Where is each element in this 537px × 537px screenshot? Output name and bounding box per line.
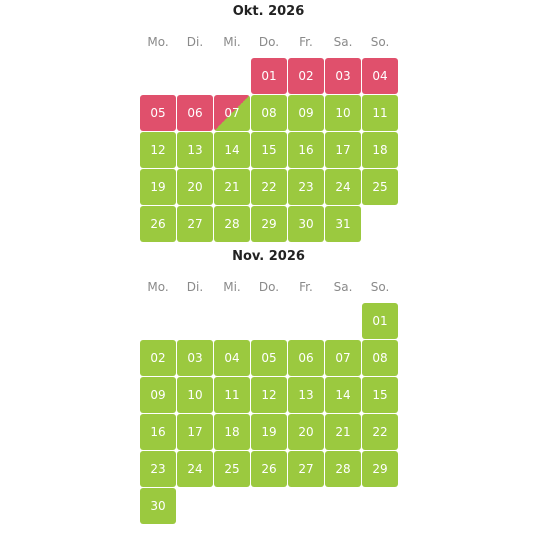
calendar-day-free[interactable]: 14 — [325, 377, 361, 413]
weekday-header: Fr. — [299, 280, 313, 294]
calendar-day-free[interactable]: 18 — [362, 132, 398, 168]
calendar-day-free[interactable]: 10 — [325, 95, 361, 131]
calendar-day-free[interactable]: 08 — [362, 340, 398, 376]
calendar-day-free[interactable]: 20 — [177, 169, 213, 205]
weekday-header: Mo. — [147, 35, 169, 49]
calendar-day-free[interactable]: 06 — [288, 340, 324, 376]
weekday-header: So. — [370, 280, 390, 294]
weekday-header: Mi. — [223, 280, 241, 294]
weekday-header: Do. — [258, 35, 280, 49]
calendar-day-free[interactable]: 27 — [288, 451, 324, 487]
calendar-day-free[interactable]: 14 — [214, 132, 250, 168]
calendar-day-free[interactable]: 20 — [288, 414, 324, 450]
weekday-header: Sa. — [333, 35, 353, 49]
calendar-day-free[interactable]: 28 — [214, 206, 250, 242]
calendar-day-free[interactable]: 28 — [325, 451, 361, 487]
calendar-day-free[interactable]: 25 — [214, 451, 250, 487]
calendar-day-free[interactable]: 17 — [177, 414, 213, 450]
calendar-day-free[interactable]: 24 — [325, 169, 361, 205]
calendar-day-free[interactable]: 25 — [362, 169, 398, 205]
calendar-day-booked[interactable]: 06 — [177, 95, 213, 131]
calendar-day-free[interactable]: 12 — [251, 377, 287, 413]
weekday-header: Fr. — [299, 35, 313, 49]
calendar-day-free[interactable]: 11 — [362, 95, 398, 131]
calendar-day-free[interactable]: 21 — [325, 414, 361, 450]
calendar-day-free[interactable]: 29 — [251, 206, 287, 242]
weekday-header: Mo. — [147, 280, 169, 294]
calendar-day-free[interactable]: 09 — [140, 377, 176, 413]
calendar-day-free[interactable]: 21 — [214, 169, 250, 205]
weekday-header: Do. — [258, 280, 280, 294]
calendar-day-free[interactable]: 04 — [214, 340, 250, 376]
calendar-day-free[interactable]: 05 — [251, 340, 287, 376]
calendar-day-free[interactable]: 26 — [140, 206, 176, 242]
calendar-day-free[interactable]: 13 — [177, 132, 213, 168]
calendar-day-free[interactable]: 30 — [140, 488, 176, 524]
weekday-header: Sa. — [333, 280, 353, 294]
calendar-day-booked[interactable]: 04 — [362, 58, 398, 94]
calendar-day-free[interactable]: 19 — [251, 414, 287, 450]
calendar-day-free[interactable]: 11 — [214, 377, 250, 413]
weekday-header: So. — [370, 35, 390, 49]
calendar-day-free[interactable]: 17 — [325, 132, 361, 168]
weekday-header: Di. — [186, 280, 204, 294]
calendar-day-free[interactable]: 12 — [140, 132, 176, 168]
calendar-day-free[interactable]: 23 — [288, 169, 324, 205]
calendar-day-free[interactable]: 09 — [288, 95, 324, 131]
calendar-day-free[interactable]: 15 — [251, 132, 287, 168]
calendar-day-free[interactable]: 29 — [362, 451, 398, 487]
calendar-day-free[interactable]: 19 — [140, 169, 176, 205]
month-title: Nov. 2026 — [232, 249, 305, 264]
calendar-day-free[interactable]: 26 — [251, 451, 287, 487]
calendar-day-free[interactable]: 18 — [214, 414, 250, 450]
calendar-day-free[interactable]: 13 — [288, 377, 324, 413]
calendar-day-changeover[interactable]: 07 — [214, 95, 250, 131]
calendar-day-free[interactable]: 27 — [177, 206, 213, 242]
calendar-day-booked[interactable]: 03 — [325, 58, 361, 94]
calendar-day-free[interactable]: 24 — [177, 451, 213, 487]
weekday-header: Di. — [186, 35, 204, 49]
calendar-day-free[interactable]: 01 — [362, 303, 398, 339]
weekday-header: Mi. — [223, 35, 241, 49]
calendar-day-free[interactable]: 22 — [251, 169, 287, 205]
calendar-day-free[interactable]: 16 — [140, 414, 176, 450]
calendar-day-free[interactable]: 31 — [325, 206, 361, 242]
calendar-day-free[interactable]: 08 — [251, 95, 287, 131]
calendar-day-free[interactable]: 16 — [288, 132, 324, 168]
month-title: Okt. 2026 — [232, 4, 305, 19]
calendar-day-free[interactable]: 30 — [288, 206, 324, 242]
calendar-day-free[interactable]: 10 — [177, 377, 213, 413]
calendar-day-free[interactable]: 03 — [177, 340, 213, 376]
calendar-day-free[interactable]: 07 — [325, 340, 361, 376]
calendar-day-booked[interactable]: 01 — [251, 58, 287, 94]
calendar-day-free[interactable]: 23 — [140, 451, 176, 487]
calendar-day-free[interactable]: 02 — [140, 340, 176, 376]
calendar-day-free[interactable]: 22 — [362, 414, 398, 450]
calendar-day-booked[interactable]: 05 — [140, 95, 176, 131]
calendar-day-booked[interactable]: 02 — [288, 58, 324, 94]
calendar-day-free[interactable]: 15 — [362, 377, 398, 413]
